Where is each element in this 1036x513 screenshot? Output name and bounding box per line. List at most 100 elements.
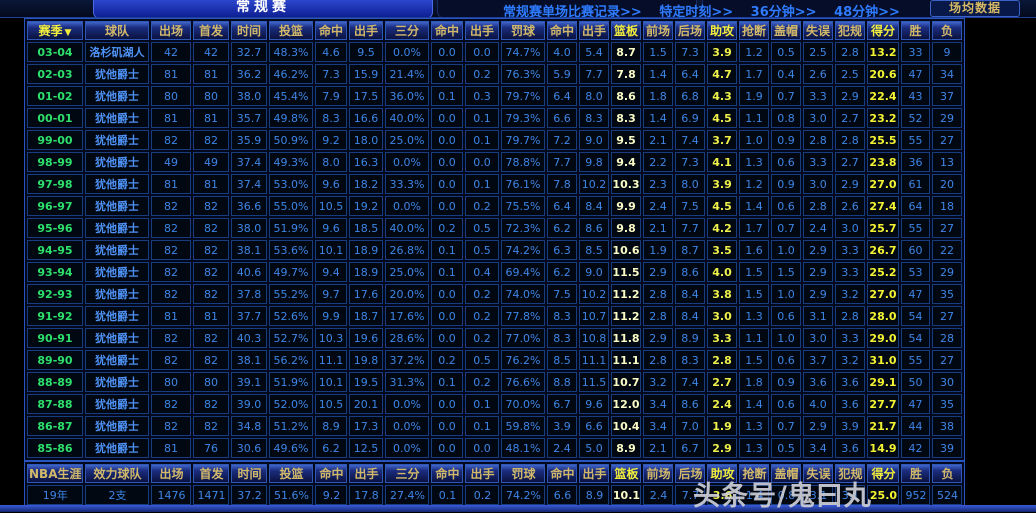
losses-cell: 30 (932, 372, 962, 392)
wins-cell: 53 (901, 262, 930, 282)
header-ft-att[interactable]: 出手 (579, 464, 610, 483)
games-cell: 49 (151, 152, 191, 172)
ft-pct-cell: 78.8% (501, 152, 545, 172)
link-specific-moments[interactable]: 特定时刻>> (659, 5, 734, 18)
off-rebounds-cell: 2.3 (643, 174, 673, 194)
three-att-cell: 0.0 (465, 152, 499, 172)
tab-inactive-1[interactable] (437, 0, 697, 17)
header-team[interactable]: 球队 (85, 21, 149, 40)
header-wins[interactable]: 胜 (901, 21, 930, 40)
fg-pct-cell: 51.2% (269, 416, 313, 436)
header-points[interactable]: 得分 (867, 464, 900, 483)
tab-regular-season[interactable]: 常规赛 (93, 0, 433, 17)
steals-cell: 1.4 (739, 485, 770, 505)
header-rebounds[interactable]: 篮板 (611, 464, 642, 483)
header-minutes[interactable]: 时间 (231, 464, 268, 483)
header-ft-pct[interactable]: 罚球 (501, 464, 546, 483)
link-single-game-records[interactable]: 常规赛单场比赛记录>> (503, 5, 642, 18)
season-cell: 91-92 (27, 306, 83, 326)
turnovers-cell: 3.3 (803, 86, 833, 106)
table-row: 91-92 犹他爵士 81 81 37.7 52.6% 9.9 18.7 17.6% 0.0 0.2… (27, 306, 962, 326)
header-three-made[interactable]: 命中 (431, 21, 463, 40)
header-games[interactable]: 出场 (151, 21, 191, 40)
career-header-row: NBA生涯 效力球队 出场 首发 时间 投篮 命中 出手 三分 命中 出手 罚球 命中 出手 篮板 前场 后场助… (27, 464, 963, 483)
header-fg-att[interactable]: 出手 (349, 464, 384, 483)
header-losses[interactable]: 负 (932, 21, 962, 40)
ft-att-cell: 8.6 (579, 218, 609, 238)
header-blocks[interactable]: 盖帽 (771, 21, 801, 40)
def-rebounds-cell: 7.7 (675, 218, 705, 238)
three-att-cell: 0.1 (465, 416, 499, 436)
header-season[interactable]: NBA生涯 (27, 464, 84, 483)
table-row: 03-04 洛杉矶湖人 42 42 32.7 48.3% 4.6 9.5 0.0% 0.0 0.0 7… (27, 42, 962, 62)
def-rebounds-cell: 8.4 (675, 306, 705, 326)
header-steals[interactable]: 抢断 (739, 464, 770, 483)
header-def-rebounds[interactable]: 后场 (675, 21, 705, 40)
wins-cell: 64 (901, 196, 930, 216)
losses-cell: 27 (932, 218, 962, 238)
steals-cell: 1.9 (739, 86, 769, 106)
header-three-pct[interactable]: 三分 (385, 464, 430, 483)
header-fouls[interactable]: 犯规 (835, 464, 866, 483)
team-cell: 犹他爵士 (85, 306, 149, 326)
season-cell: 88-89 (27, 372, 83, 392)
wins-cell: 952 (901, 485, 931, 505)
header-def-rebounds[interactable]: 后场 (675, 464, 706, 483)
header-fouls[interactable]: 犯规 (835, 21, 865, 40)
header-starts[interactable]: 首发 (193, 464, 230, 483)
header-ft-made[interactable]: 命中 (547, 21, 577, 40)
header-turnovers[interactable]: 失误 (803, 21, 833, 40)
three-pct-cell: 37.2% (385, 350, 429, 370)
off-rebounds-cell: 2.8 (643, 284, 673, 304)
header-fg-made[interactable]: 命中 (315, 21, 347, 40)
header-three-att[interactable]: 出手 (465, 21, 499, 40)
link-per-48-minutes[interactable]: 48分钟>> (834, 5, 900, 18)
fg-pct-cell: 51.6% (269, 485, 314, 505)
header-games[interactable]: 出场 (151, 464, 192, 483)
table-row: 99-00 犹他爵士 82 82 35.9 50.9% 9.2 18.0 25.0% 0.0 0.1… (27, 130, 962, 150)
header-assists[interactable]: 助攻 (707, 464, 738, 483)
minutes-cell: 35.9 (231, 130, 267, 150)
header-label: 罚球 (511, 467, 536, 481)
header-three-pct[interactable]: 三分 (385, 21, 429, 40)
header-minutes[interactable]: 时间 (231, 21, 267, 40)
header-turnovers[interactable]: 失误 (803, 464, 834, 483)
starts-cell: 82 (193, 416, 229, 436)
season-cell: 93-94 (27, 262, 83, 282)
header-ft-made[interactable]: 命中 (547, 464, 578, 483)
minutes-cell: 38.0 (231, 86, 267, 106)
header-ft-pct[interactable]: 罚球 (501, 21, 545, 40)
column-header-row: 赛季 ▼ 球队 出场 首发 时间 投篮 命中 出手 三分 命中 出手 罚球 命中 出手 篮板 前场 后场 助攻 抢断盖… (27, 21, 962, 40)
header-label: 出手 (469, 24, 494, 38)
header-ft-att[interactable]: 出手 (579, 21, 609, 40)
header-losses[interactable]: 负 (932, 464, 963, 483)
header-label: 球队 (104, 24, 129, 38)
steals-cell: 1.3 (739, 306, 769, 326)
three-made-cell: 0.0 (431, 108, 463, 128)
header-points[interactable]: 得分 (867, 21, 899, 40)
header-blocks[interactable]: 盖帽 (771, 464, 802, 483)
header-fg-att[interactable]: 出手 (349, 21, 383, 40)
header-team[interactable]: 效力球队 (85, 464, 150, 483)
blocks-cell: 1.0 (771, 284, 801, 304)
team-cell: 犹他爵士 (85, 262, 149, 282)
header-fg-made[interactable]: 命中 (315, 464, 348, 483)
header-assists[interactable]: 助攻 (707, 21, 737, 40)
header-steals[interactable]: 抢断 (739, 21, 769, 40)
header-off-rebounds[interactable]: 前场 (643, 21, 673, 40)
header-three-made[interactable]: 命中 (431, 464, 464, 483)
header-wins[interactable]: 胜 (901, 464, 931, 483)
header-off-rebounds[interactable]: 前场 (643, 464, 674, 483)
fg-pct-cell: 53.6% (269, 240, 313, 260)
header-three-att[interactable]: 出手 (465, 464, 500, 483)
header-rebounds[interactable]: 篮板 (611, 21, 641, 40)
header-season[interactable]: 赛季 ▼ (27, 21, 83, 40)
link-per-36-minutes[interactable]: 36分钟>> (750, 5, 817, 18)
header-fg-pct[interactable]: 投篮 (269, 21, 313, 40)
header-starts[interactable]: 首发 (193, 21, 229, 40)
header-fg-pct[interactable]: 投篮 (269, 464, 314, 483)
def-rebounds-cell: 8.9 (675, 328, 705, 348)
assists-cell: 3.6 (707, 485, 738, 505)
starts-cell: 1471 (193, 485, 230, 505)
per-game-data-button[interactable]: 场均数据 (930, 0, 1020, 17)
